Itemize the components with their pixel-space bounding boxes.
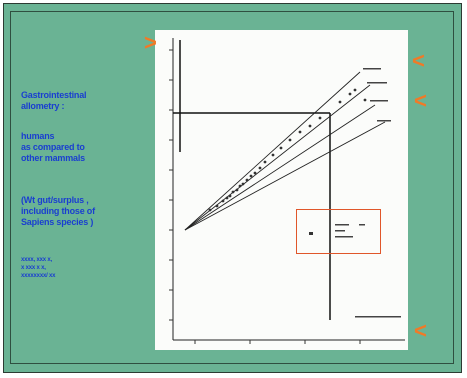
x-ticks [194,340,361,344]
caption-comparison: humans as compared to other mammals [21,131,85,163]
highlight-content [309,224,365,238]
y-ticks [169,49,173,321]
orange-chevron-icon: > [144,30,157,55]
highlight-box [296,209,381,254]
scatter-points [208,88,367,212]
regression-lines [184,71,386,231]
caption-source: xxxx, xxx x, x xxx x x, xxxxxxxx/ xx [21,257,56,279]
orange-chevron-icon: < [412,48,425,73]
allometry-plot [155,30,408,350]
slide-inner-frame [10,11,454,364]
right-label-marks [355,68,401,318]
orange-chevron-icon: < [414,318,427,343]
plot-svg [169,38,405,344]
caption-title: Gastrointestinal allometry : [21,90,87,111]
caption-note: (Wt gut/surplus , including those of Sap… [21,195,95,227]
orange-chevron-icon: < [414,88,427,113]
